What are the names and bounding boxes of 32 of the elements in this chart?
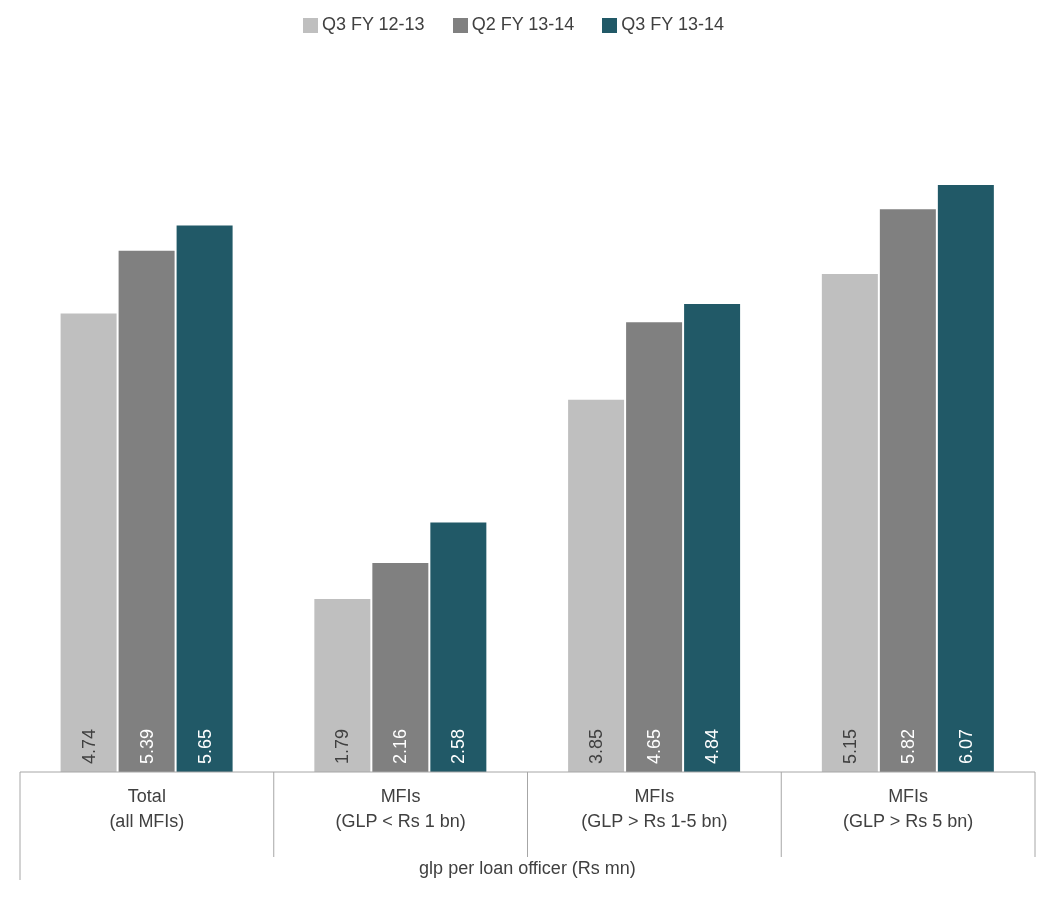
bar	[372, 563, 429, 772]
legend-label: Q3 FY 12-13	[321, 14, 425, 34]
x-tick-label: MFIs (GLP > Rs 5 bn)	[843, 786, 974, 831]
bar	[568, 399, 625, 772]
data-label: 4.74	[78, 728, 99, 764]
bar	[118, 250, 175, 772]
bar	[60, 313, 117, 772]
data-label: 5.15	[839, 728, 860, 764]
bar	[684, 303, 741, 772]
x-tick-label: MFIs (GLP < Rs 1 bn)	[335, 786, 466, 831]
bar	[821, 273, 878, 772]
data-label: 5.65	[194, 728, 215, 764]
legend-label: Q3 FY 13-14	[621, 14, 725, 34]
data-label: 6.07	[955, 728, 976, 764]
bar	[430, 522, 487, 772]
x-tick-label: Total (all MFIs)	[109, 786, 185, 831]
bar	[937, 185, 994, 772]
data-label: 4.84	[702, 728, 723, 764]
data-label: 2.58	[448, 728, 469, 764]
data-label: 5.39	[136, 728, 157, 764]
x-tick-label: MFIs (GLP > Rs 1-5 bn)	[581, 786, 728, 831]
bar	[626, 322, 683, 772]
data-label: 1.79	[332, 728, 353, 764]
bar	[314, 598, 371, 772]
x-axis-title: glp per loan officer (Rs mn)	[419, 858, 636, 878]
bar	[879, 209, 936, 772]
data-label: 4.65	[644, 728, 665, 764]
data-label: 5.82	[897, 728, 918, 764]
data-label: 3.85	[586, 728, 607, 764]
bar	[176, 225, 233, 772]
data-label: 2.16	[390, 728, 411, 764]
legend-label: Q2 FY 13-14	[471, 14, 575, 34]
